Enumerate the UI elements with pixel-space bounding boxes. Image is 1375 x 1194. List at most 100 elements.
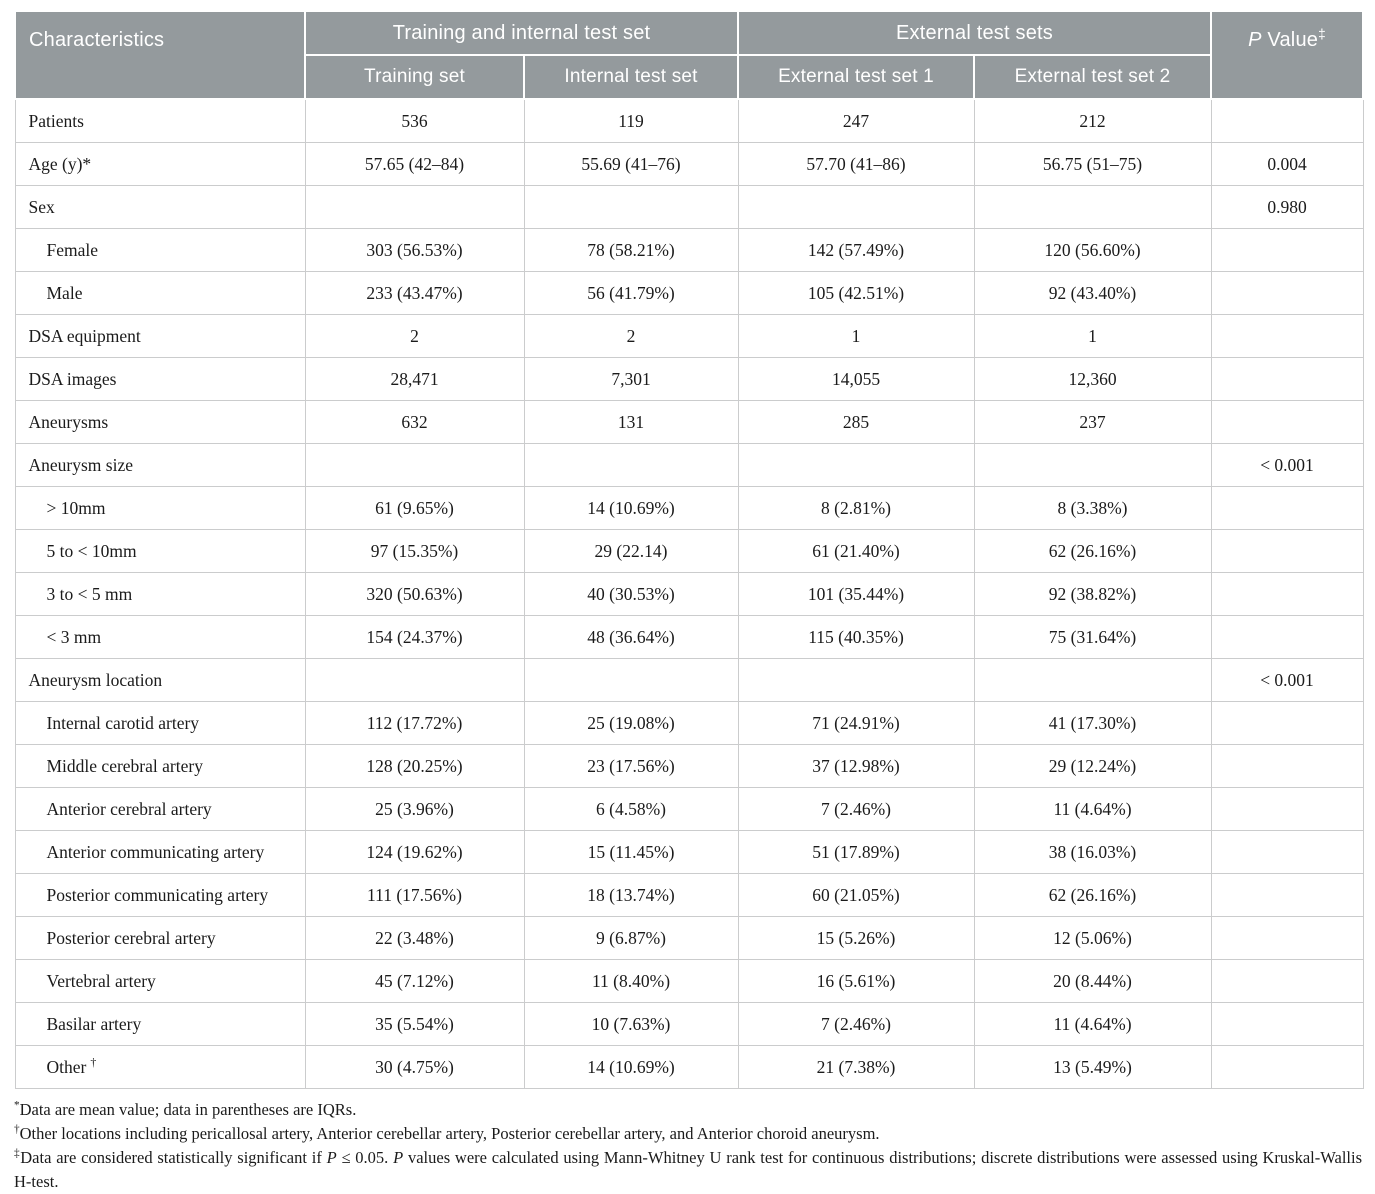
value-cell [523,443,739,487]
value-cell: 7 (2.46%) [737,787,975,831]
table-row: Aneurysm size < 0.001 [14,443,1364,487]
characteristics-table: Characteristics Training and internal te… [14,10,1364,1089]
row-label-cell: Internal carotid artery [14,701,306,745]
value-cell: 38 (16.03%) [973,830,1212,874]
table-row: Middle cerebral artery 128 (20.25%) 23 (… [14,744,1364,788]
row-label-cell: Anterior communicating artery [14,830,306,874]
table-row: Anterior communicating artery 124 (19.62… [14,830,1364,874]
footnote-italic-p: P [326,1148,337,1167]
value-cell: 92 (43.40%) [973,271,1212,315]
row-label: 5 to < 10mm [46,540,137,561]
value-cell: 128 (20.25%) [304,744,525,788]
p-value-label: Value [1261,29,1319,51]
row-label-cell: Aneurysm size [14,443,306,487]
value-cell: 57.70 (41–86) [737,142,975,186]
row-label: Aneurysm size [28,454,134,475]
p-value-cell [1210,357,1364,401]
value-cell: 8 (2.81%) [737,486,975,530]
value-cell: 25 (19.08%) [523,701,739,745]
value-cell: 1 [973,314,1212,358]
value-cell: 632 [304,400,525,444]
footnote-text: Data are considered statistically signif… [20,1148,327,1167]
footnote: ‡Data are considered statistically signi… [14,1146,1362,1194]
row-label-cell: Anterior cerebral artery [14,787,306,831]
value-cell: 6 (4.58%) [523,787,739,831]
value-cell: 29 (22.14) [523,529,739,573]
value-cell: 1 [737,314,975,358]
value-cell: 14 (10.69%) [523,486,739,530]
row-label: Middle cerebral artery [46,755,203,776]
footnote-text: Other locations including pericallosal a… [19,1124,880,1143]
table-row: Sex 0.980 [14,185,1364,229]
value-cell [523,185,739,229]
value-cell: 14,055 [737,357,975,401]
row-label-cell: Vertebral artery [14,959,306,1003]
value-cell: 131 [523,400,739,444]
value-cell: 14 (10.69%) [523,1045,739,1089]
table-row: Anterior cerebral artery 25 (3.96%) 6 (4… [14,787,1364,831]
value-cell: 62 (26.16%) [973,529,1212,573]
row-label: 3 to < 5 mm [46,583,133,604]
value-cell: 13 (5.49%) [973,1045,1212,1089]
row-label: Aneurysms [28,411,109,432]
value-cell [737,185,975,229]
footnote: †Other locations including pericallosal … [14,1122,1362,1146]
p-value-cell [1210,572,1364,616]
value-cell: 303 (56.53%) [304,228,525,272]
row-label: > 10mm [46,497,106,518]
value-cell: 60 (21.05%) [737,873,975,917]
footnote: *Data are mean value; data in parenthese… [14,1098,1362,1122]
footnote-marker: † [14,1123,20,1136]
value-cell [737,658,975,702]
value-cell: 51 (17.89%) [737,830,975,874]
value-cell: 320 (50.63%) [304,572,525,616]
value-cell: 75 (31.64%) [973,615,1212,659]
value-cell: 12 (5.06%) [973,916,1212,960]
p-value-cell [1210,400,1364,444]
value-cell: 233 (43.47%) [304,271,525,315]
value-cell [973,658,1212,702]
value-cell: 29 (12.24%) [973,744,1212,788]
value-cell: 124 (19.62%) [304,830,525,874]
p-value-cell [1210,529,1364,573]
row-label-cell: Male [14,271,306,315]
value-cell: 21 (7.38%) [737,1045,975,1089]
header-characteristics: Characteristics [14,10,306,100]
value-cell: 119 [523,98,739,143]
table-body: Patients 536 119 247 212 Age (y)* 57.65 … [14,98,1364,1089]
value-cell [304,185,525,229]
p-value-cell: < 0.001 [1210,443,1364,487]
table-row: Vertebral artery 45 (7.12%) 11 (8.40%) 1… [14,959,1364,1003]
row-label-marker: † [90,1054,97,1069]
table-row: < 3 mm 154 (24.37%) 48 (36.64%) 115 (40.… [14,615,1364,659]
row-label-cell: > 10mm [14,486,306,530]
row-label: Female [46,239,99,260]
row-label-cell: Posterior communicating artery [14,873,306,917]
p-value-cell [1210,873,1364,917]
value-cell: 20 (8.44%) [973,959,1212,1003]
p-value-cell [1210,916,1364,960]
p-value-cell: 0.980 [1210,185,1364,229]
value-cell: 7,301 [523,357,739,401]
row-label: Internal carotid artery [46,712,200,733]
value-cell: 105 (42.51%) [737,271,975,315]
value-cell: 12,360 [973,357,1212,401]
value-cell: 10 (7.63%) [523,1002,739,1046]
table-row: Internal carotid artery 112 (17.72%) 25 … [14,701,1364,745]
value-cell: 16 (5.61%) [737,959,975,1003]
row-label-cell: 3 to < 5 mm [14,572,306,616]
row-label: Male [46,282,83,303]
header-group-training-internal: Training and internal test set [304,10,739,56]
p-value-cell [1210,787,1364,831]
value-cell [973,185,1212,229]
value-cell: 112 (17.72%) [304,701,525,745]
table-row: 3 to < 5 mm 320 (50.63%) 40 (30.53%) 101… [14,572,1364,616]
value-cell: 111 (17.56%) [304,873,525,917]
p-value-cell [1210,486,1364,530]
row-label-cell: Middle cerebral artery [14,744,306,788]
value-cell: 35 (5.54%) [304,1002,525,1046]
row-label: Patients [28,110,84,131]
value-cell: 61 (9.65%) [304,486,525,530]
value-cell: 61 (21.40%) [737,529,975,573]
value-cell: 62 (26.16%) [973,873,1212,917]
